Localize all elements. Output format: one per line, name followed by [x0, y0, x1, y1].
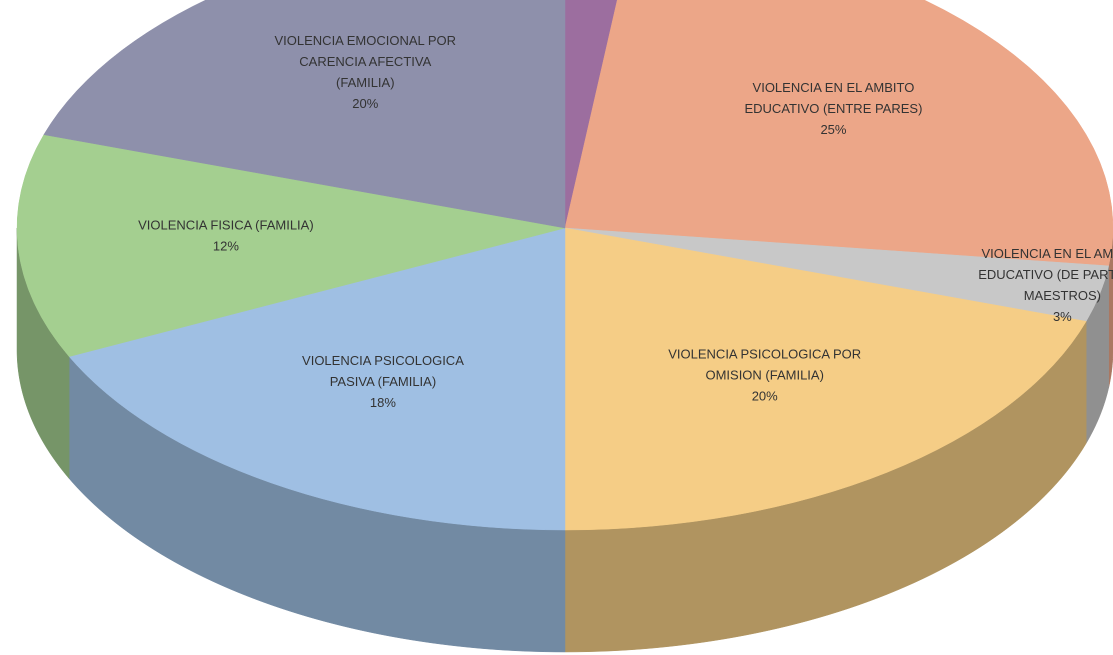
pie-slice [68, 227, 566, 531]
label-line: (FAMILIA) [336, 75, 395, 90]
pie-slice [43, 0, 566, 229]
label-line: EDUCATIVO (DE PARTE DE [978, 267, 1113, 282]
label-line: VIOLENCIA PSICOLOGICA [302, 353, 464, 368]
value-label: 18% [370, 395, 396, 410]
label-line: MAESTROS) [1024, 288, 1101, 303]
slice-label: VIOLENCIA EMOCIONAL POR CARENCIA AFECTIVA… [275, 33, 457, 90]
value-label: 25% [820, 122, 846, 137]
slice-label: VIOLENCIA FISICA (FAMILIA) [138, 217, 314, 232]
value-label: 3% [1053, 309, 1072, 324]
label-line: VIOLENCIA EN EL AMBITO [753, 80, 915, 95]
label-line: PASIVA (FAMILIA) [330, 374, 436, 389]
value-label: 20% [752, 388, 778, 403]
pie-slice [564, 0, 618, 229]
label-line: CARENCIA AFECTIVA [299, 54, 431, 69]
slice-label: VIOLENCIA EN EL AMBITO EDUCATIVO (DE PART… [978, 246, 1113, 303]
label-line: VIOLENCIA EN EL AMBITO [981, 246, 1113, 261]
value-label: 12% [213, 238, 239, 253]
label-line: EDUCATIVO (ENTRE PARES) [744, 101, 922, 116]
pie-slice [16, 134, 566, 357]
slice-label: VIOLENCIA PSICOLOGICA POR OMISION (FAMILI… [668, 346, 861, 382]
value-label: 20% [352, 96, 378, 111]
pie-slice [564, 227, 1087, 531]
label-line: VIOLENCIA PSICOLOGICA POR [668, 346, 861, 361]
slice-label: VIOLENCIA EN EL AMBITO EDUCATIVO (ENTRE P… [744, 80, 922, 116]
label-line: OMISION (FAMILIA) [705, 367, 823, 382]
pie-slice [564, 0, 1113, 267]
label-line: VIOLENCIA FISICA (FAMILIA) [138, 217, 314, 232]
label-line: VIOLENCIA EMOCIONAL POR [275, 33, 457, 48]
slice-label: VIOLENCIA PSICOLOGICA PASIVA (FAMILIA) [302, 353, 464, 389]
